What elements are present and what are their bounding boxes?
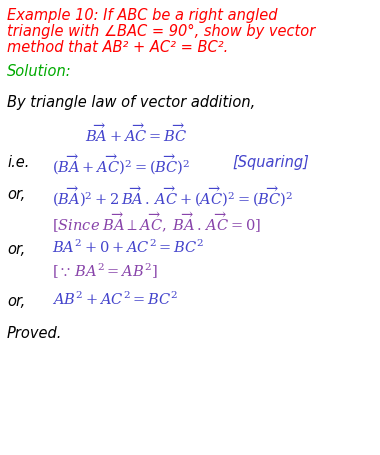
Text: $BA^2 + 0 + AC^2 = BC^2$: $BA^2 + 0 + AC^2 = BC^2$ [52,238,204,256]
Text: Proved.: Proved. [7,325,62,340]
Text: $AB^2 + AC^2 = BC^2$: $AB^2 + AC^2 = BC^2$ [52,290,178,308]
Text: or,: or, [7,242,25,257]
Text: $(\overrightarrow{BA} + \overrightarrow{AC})^2 = (\overrightarrow{BC})^2$: $(\overrightarrow{BA} + \overrightarrow{… [52,152,190,176]
Text: $[Since\;\overrightarrow{BA} \perp \overrightarrow{AC},\;\overrightarrow{BA}\,.\: $[Since\;\overrightarrow{BA} \perp \over… [52,210,261,234]
Text: or,: or, [7,187,25,202]
Text: i.e.: i.e. [7,155,29,170]
Text: $(\overrightarrow{BA})^2 + 2\,\overrightarrow{BA}\,.\,\overrightarrow{AC} + (\ov: $(\overrightarrow{BA})^2 + 2\,\overright… [52,184,293,208]
Text: Example 10: If ABC be a right angled: Example 10: If ABC be a right angled [7,8,277,23]
Text: triangle with ∠BAC = 90°, show by vector: triangle with ∠BAC = 90°, show by vector [7,24,315,39]
Text: [Squaring]: [Squaring] [232,155,309,170]
Text: $[\because\,BA^2 = AB^2]$: $[\because\,BA^2 = AB^2]$ [52,262,158,280]
Text: or,: or, [7,293,25,308]
Text: Solution:: Solution: [7,64,71,79]
Text: method that AB² + AC² = BC².: method that AB² + AC² = BC². [7,40,228,55]
Text: By triangle law of vector addition,: By triangle law of vector addition, [7,95,255,110]
Text: $\overrightarrow{BA} + \overrightarrow{AC} = \overrightarrow{BC}$: $\overrightarrow{BA} + \overrightarrow{A… [85,122,188,145]
